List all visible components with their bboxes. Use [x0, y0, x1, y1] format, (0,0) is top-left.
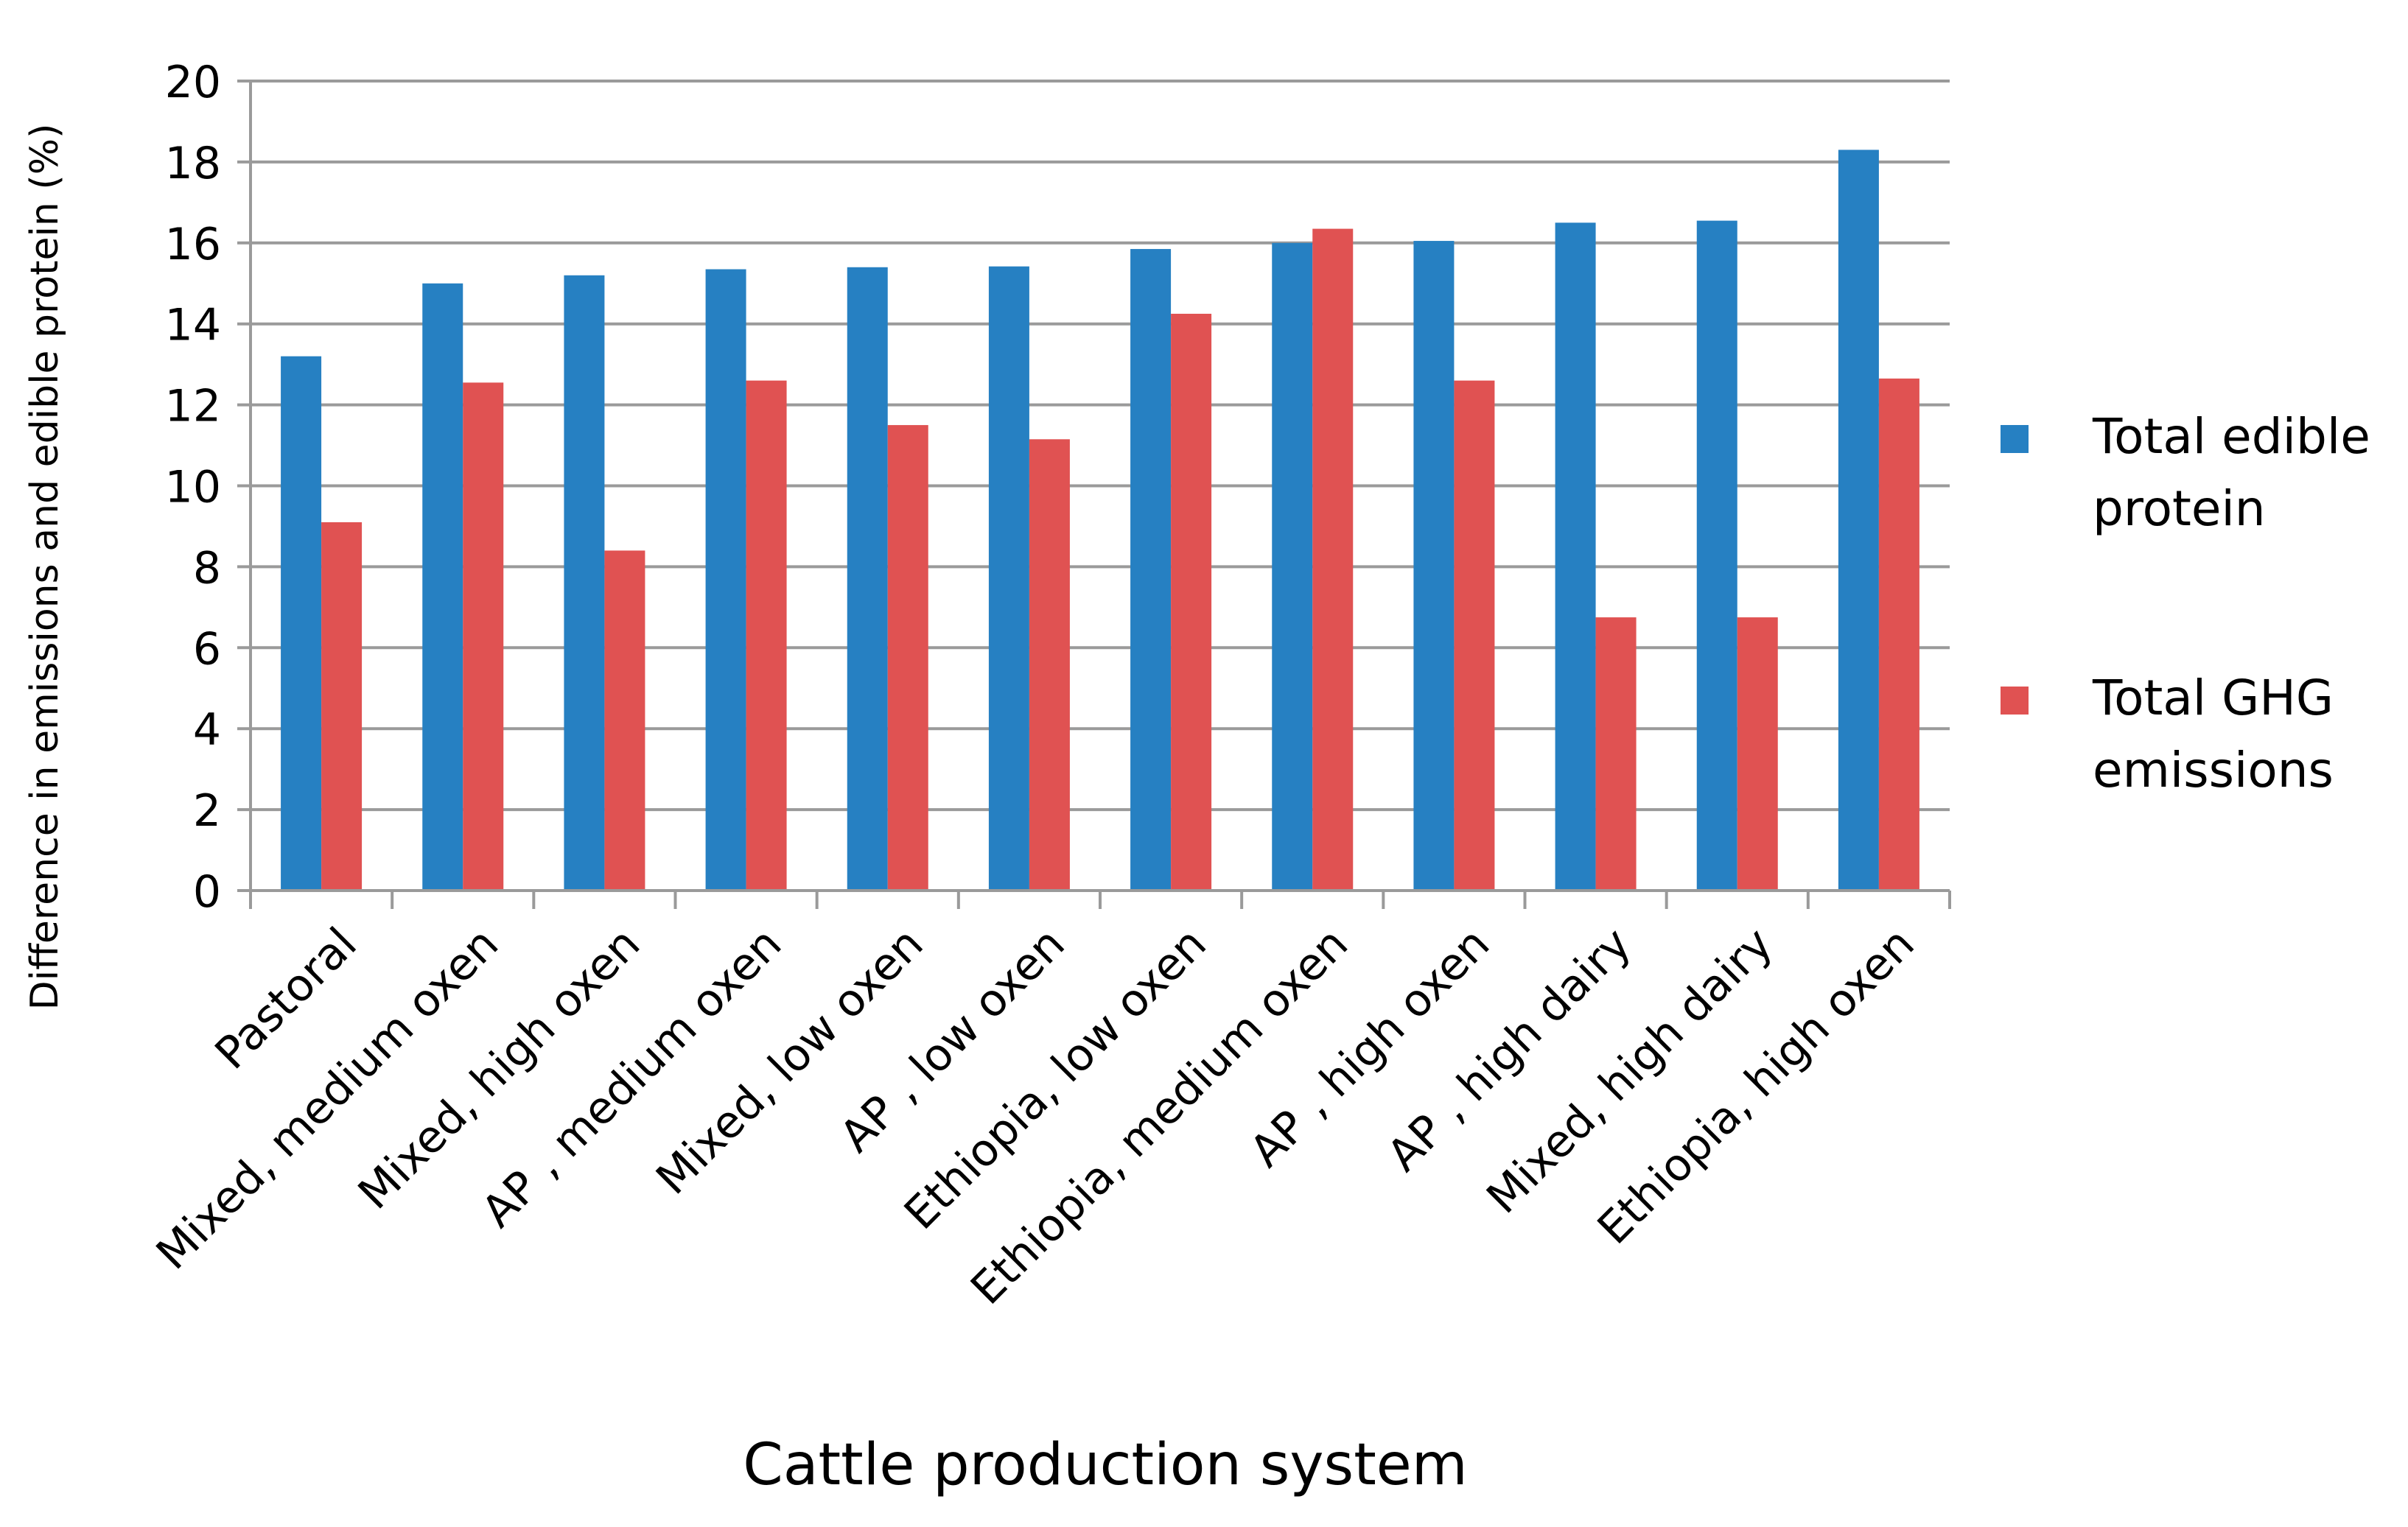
- bar-edible-protein: [281, 356, 322, 891]
- bar-edible-protein: [1555, 222, 1596, 891]
- y-tick-label: 2: [193, 785, 221, 837]
- bar-edible-protein: [1696, 220, 1737, 891]
- bar-ghg-emissions: [1878, 378, 1919, 891]
- y-tick-label: 16: [165, 219, 221, 270]
- bar-edible-protein: [847, 267, 888, 891]
- bar-ghg-emissions: [321, 522, 363, 891]
- y-tick-label: 20: [165, 57, 221, 108]
- bar-edible-protein: [988, 266, 1029, 891]
- bar-ghg-emissions: [887, 425, 928, 891]
- bar-edible-protein: [1838, 150, 1879, 891]
- bar-ghg-emissions: [746, 380, 787, 891]
- y-tick-label: 6: [193, 623, 221, 675]
- x-tick-label: AP , high oxen: [1240, 918, 1499, 1177]
- y-tick-label: 0: [193, 866, 221, 918]
- bar-ghg-emissions: [1029, 439, 1070, 891]
- bar-edible-protein: [1413, 241, 1455, 891]
- bar-edible-protein: [1272, 242, 1313, 891]
- legend-label-ghg-emissions: Total GHG: [2092, 670, 2334, 726]
- bars: [281, 150, 1919, 891]
- x-axis-title: Cattle production system: [743, 1432, 1468, 1498]
- bar-ghg-emissions: [463, 382, 504, 891]
- y-tick-label: 12: [165, 381, 221, 432]
- bar-edible-protein: [564, 275, 605, 891]
- legend-swatch-ghg-emissions: [2001, 687, 2029, 715]
- legend-label-ghg-emissions: emissions: [2093, 742, 2334, 798]
- bar-edible-protein: [422, 283, 463, 891]
- bar-ghg-emissions: [604, 550, 645, 891]
- bar-ghg-emissions: [1737, 617, 1778, 891]
- bar-ghg-emissions: [1312, 228, 1354, 891]
- legend-swatch-edible-protein: [2001, 425, 2029, 453]
- bar-edible-protein: [705, 269, 746, 891]
- bar-edible-protein: [1130, 249, 1172, 891]
- y-tick-label: 18: [165, 138, 221, 189]
- y-tick-label: 8: [193, 542, 221, 594]
- bar-ghg-emissions: [1595, 617, 1637, 891]
- legend: Total edible protein Total GHG emissions: [2001, 408, 2370, 798]
- y-tick-labels: 0 2 4 6 8 10 12 14 16 18 20: [165, 57, 221, 918]
- y-tick-label: 4: [193, 704, 221, 756]
- x-tick-label: Mixed, low oxen: [646, 918, 933, 1204]
- legend-label-edible-protein: protein: [2093, 480, 2266, 537]
- y-tick-label: 14: [165, 300, 221, 351]
- bar-ghg-emissions: [1454, 380, 1495, 891]
- y-tick-label: 10: [165, 462, 221, 513]
- bar-ghg-emissions: [1171, 313, 1212, 891]
- gridlines: [237, 80, 1950, 892]
- legend-label-edible-protein: Total edible: [2092, 408, 2370, 465]
- axes: [249, 81, 1951, 909]
- x-tick-label: AP , high dairy: [1377, 918, 1641, 1182]
- y-axis-title: Difference in emissions and edible prote…: [23, 124, 67, 1011]
